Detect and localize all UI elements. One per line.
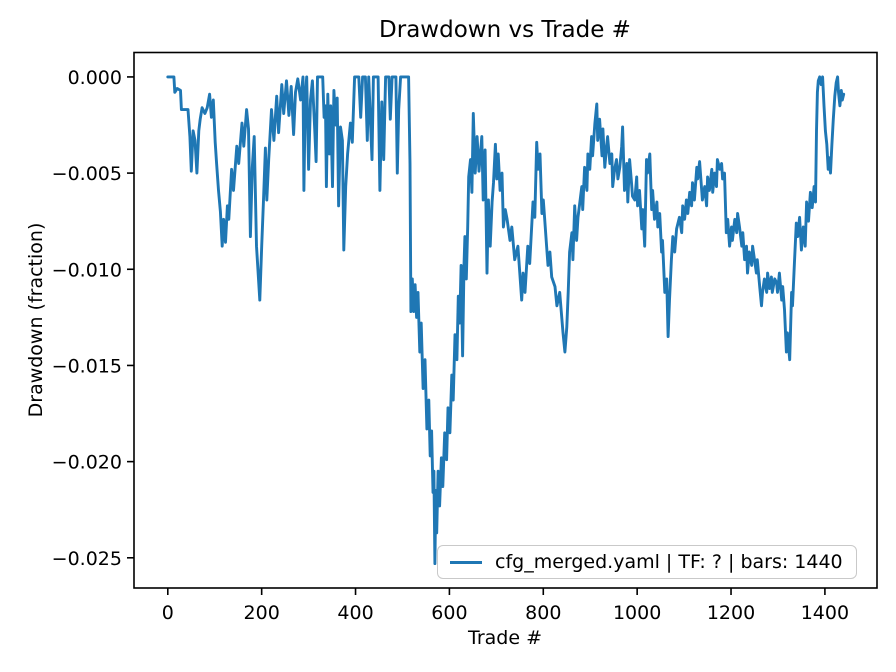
x-tick-label: 1000 <box>613 602 661 624</box>
x-axis-label: Trade # <box>468 627 542 649</box>
y-tick-label: −0.020 <box>52 452 122 474</box>
legend-line-swatch <box>450 560 482 564</box>
y-tick-label: −0.010 <box>52 259 122 281</box>
y-tick-label: −0.015 <box>52 355 122 377</box>
y-tick-label: 0.000 <box>68 67 122 89</box>
x-tick-label: 0 <box>162 602 174 624</box>
y-tick-label: −0.025 <box>52 548 122 570</box>
chart-title: Drawdown vs Trade # <box>379 17 631 43</box>
x-tick-label: 800 <box>525 602 561 624</box>
y-axis-label: Drawdown (fraction) <box>25 222 47 418</box>
x-tick-label: 1400 <box>801 602 849 624</box>
x-tick-label: 400 <box>337 602 373 624</box>
axes-spines <box>133 51 878 589</box>
drawdown-line <box>166 75 846 566</box>
x-tick-label: 1200 <box>707 602 755 624</box>
legend-label: cfg_merged.yaml | TF: ? | bars: 1440 <box>495 551 843 573</box>
x-tick-label: 200 <box>244 602 280 624</box>
y-tick-label: −0.005 <box>52 163 122 185</box>
legend: cfg_merged.yaml | TF: ? | bars: 1440 <box>437 545 857 579</box>
x-tick-label: 600 <box>431 602 467 624</box>
